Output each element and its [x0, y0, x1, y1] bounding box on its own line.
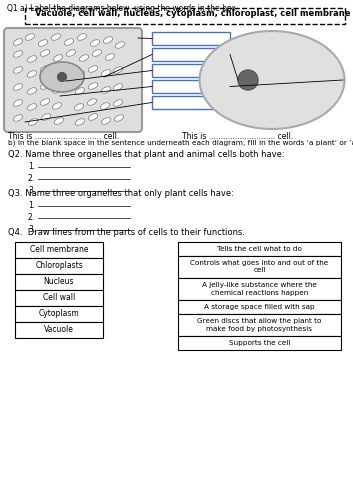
Bar — [152, 48, 230, 61]
Ellipse shape — [64, 38, 74, 46]
Ellipse shape — [238, 70, 258, 90]
Ellipse shape — [58, 72, 66, 82]
Ellipse shape — [27, 104, 37, 110]
Ellipse shape — [52, 86, 62, 94]
Ellipse shape — [75, 88, 85, 94]
Text: Q4.  Draw lines from the parts of cells to their functions.: Q4. Draw lines from the parts of cells t… — [8, 228, 245, 237]
Text: 2.: 2. — [28, 213, 35, 222]
Ellipse shape — [199, 31, 345, 129]
Ellipse shape — [115, 42, 125, 48]
Ellipse shape — [52, 70, 62, 78]
Ellipse shape — [51, 34, 61, 40]
Text: 2.: 2. — [28, 174, 35, 183]
Text: 3.: 3. — [28, 225, 35, 234]
Text: Q2. Name three organelles that plant and animal cells both have:: Q2. Name three organelles that plant and… — [8, 150, 285, 159]
Ellipse shape — [52, 102, 62, 110]
Ellipse shape — [105, 54, 115, 60]
Bar — [178, 336, 341, 350]
Ellipse shape — [40, 98, 50, 105]
Ellipse shape — [88, 114, 98, 120]
Text: A storage space filled with sap: A storage space filled with sap — [204, 304, 315, 310]
Bar — [15, 242, 103, 258]
Ellipse shape — [79, 54, 89, 62]
Ellipse shape — [74, 104, 84, 110]
Ellipse shape — [41, 114, 51, 120]
Bar — [152, 64, 230, 77]
Bar — [15, 306, 103, 322]
Bar — [15, 274, 103, 290]
Ellipse shape — [13, 84, 23, 90]
Ellipse shape — [27, 56, 37, 62]
Bar — [178, 256, 341, 278]
Text: 1.: 1. — [28, 162, 35, 171]
Text: This is ............................ cell.: This is ............................ cel… — [8, 132, 119, 141]
Ellipse shape — [75, 70, 85, 78]
Ellipse shape — [28, 118, 38, 126]
Ellipse shape — [113, 84, 123, 90]
Bar — [178, 314, 341, 336]
Ellipse shape — [25, 34, 35, 40]
Text: b) In the blank space in the sentence underneath each diagram, fill in the words: b) In the blank space in the sentence un… — [8, 140, 353, 146]
Text: Cell membrane: Cell membrane — [30, 246, 88, 254]
Bar — [15, 322, 103, 338]
Ellipse shape — [40, 82, 50, 89]
Ellipse shape — [77, 34, 87, 40]
Ellipse shape — [13, 38, 23, 46]
Ellipse shape — [88, 66, 98, 72]
Text: This is ............................ cell.: This is ............................ cel… — [182, 132, 293, 141]
Text: Cell wall: Cell wall — [43, 294, 75, 302]
Text: Q1 a) Label the diagrams below, using the words in the box.: Q1 a) Label the diagrams below, using th… — [7, 4, 238, 13]
Text: Nucleus: Nucleus — [44, 278, 74, 286]
Bar — [152, 80, 230, 93]
Bar — [178, 278, 341, 300]
Bar — [152, 96, 230, 109]
Text: Vacuole, cell wall, nucleus, cytoplasm, chloroplast, cell membrane: Vacuole, cell wall, nucleus, cytoplasm, … — [35, 9, 351, 18]
Text: A jelly-like substance where the
chemical reactions happen: A jelly-like substance where the chemica… — [202, 282, 317, 296]
Ellipse shape — [54, 118, 64, 124]
Bar — [178, 242, 341, 256]
Bar — [152, 32, 230, 45]
Ellipse shape — [101, 118, 111, 124]
Ellipse shape — [87, 98, 97, 105]
Ellipse shape — [75, 118, 85, 126]
Ellipse shape — [13, 66, 23, 73]
Ellipse shape — [92, 50, 102, 56]
Ellipse shape — [40, 62, 84, 92]
Ellipse shape — [113, 100, 123, 106]
Bar — [15, 258, 103, 274]
Text: Tells the cell what to do: Tells the cell what to do — [217, 246, 302, 252]
Ellipse shape — [13, 100, 23, 106]
Text: 1.: 1. — [28, 201, 35, 210]
Ellipse shape — [13, 50, 23, 58]
Ellipse shape — [88, 82, 98, 89]
Ellipse shape — [114, 114, 124, 121]
Ellipse shape — [101, 70, 111, 76]
Text: Cytoplasm: Cytoplasm — [38, 310, 79, 318]
Ellipse shape — [100, 102, 110, 110]
Bar — [15, 290, 103, 306]
Ellipse shape — [113, 66, 123, 73]
Text: Green discs that allow the plant to
make food by photosynthesis: Green discs that allow the plant to make… — [197, 318, 322, 332]
Ellipse shape — [66, 50, 76, 56]
Text: 3.: 3. — [28, 186, 35, 195]
Ellipse shape — [40, 66, 50, 72]
Ellipse shape — [27, 88, 37, 94]
Text: Controls what goes into and out of the
cell: Controls what goes into and out of the c… — [190, 260, 329, 274]
Ellipse shape — [53, 54, 63, 62]
Ellipse shape — [101, 86, 111, 94]
Ellipse shape — [40, 50, 50, 56]
Ellipse shape — [103, 36, 113, 44]
Text: Vacuole: Vacuole — [44, 326, 74, 334]
Text: Q3. Name three organelles that only plant cells have:: Q3. Name three organelles that only plan… — [8, 189, 234, 198]
FancyBboxPatch shape — [4, 28, 142, 132]
Ellipse shape — [27, 70, 37, 78]
Text: Supports the cell: Supports the cell — [229, 340, 290, 346]
Bar — [178, 300, 341, 314]
Ellipse shape — [90, 40, 100, 46]
Ellipse shape — [38, 40, 48, 46]
Text: Chloroplasts: Chloroplasts — [35, 262, 83, 270]
Bar — [25, 8, 345, 24]
Ellipse shape — [13, 114, 23, 121]
